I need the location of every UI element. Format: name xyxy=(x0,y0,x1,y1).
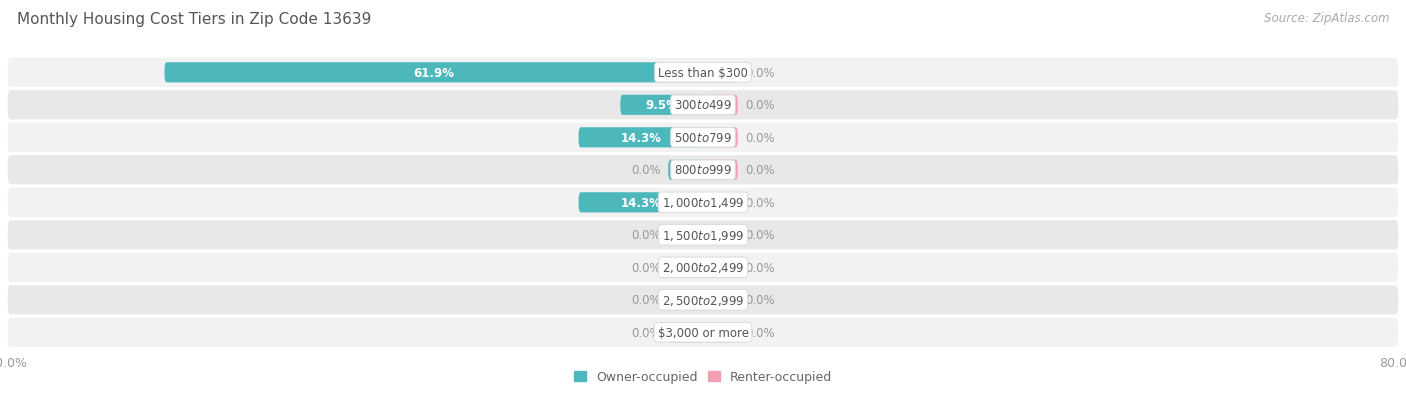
Text: 0.0%: 0.0% xyxy=(631,164,661,177)
FancyBboxPatch shape xyxy=(703,128,738,148)
Text: 0.0%: 0.0% xyxy=(745,294,775,306)
Text: 0.0%: 0.0% xyxy=(745,196,775,209)
Text: 0.0%: 0.0% xyxy=(631,294,661,306)
Text: $1,000 to $1,499: $1,000 to $1,499 xyxy=(662,196,744,210)
Text: 61.9%: 61.9% xyxy=(413,66,454,80)
FancyBboxPatch shape xyxy=(165,63,703,83)
FancyBboxPatch shape xyxy=(703,258,738,278)
Text: $800 to $999: $800 to $999 xyxy=(673,164,733,177)
Text: $3,000 or more: $3,000 or more xyxy=(658,326,748,339)
FancyBboxPatch shape xyxy=(703,323,738,342)
FancyBboxPatch shape xyxy=(668,225,703,245)
Text: 0.0%: 0.0% xyxy=(745,326,775,339)
Text: 80.0%: 80.0% xyxy=(1379,356,1406,369)
FancyBboxPatch shape xyxy=(7,188,1399,218)
Text: 0.0%: 0.0% xyxy=(631,229,661,242)
FancyBboxPatch shape xyxy=(668,290,703,310)
FancyBboxPatch shape xyxy=(7,285,1399,315)
Text: $2,500 to $2,999: $2,500 to $2,999 xyxy=(662,293,744,307)
FancyBboxPatch shape xyxy=(579,193,703,213)
FancyBboxPatch shape xyxy=(668,258,703,278)
Text: 0.0%: 0.0% xyxy=(745,66,775,80)
FancyBboxPatch shape xyxy=(7,58,1399,88)
Text: 0.0%: 0.0% xyxy=(631,326,661,339)
Text: $2,000 to $2,499: $2,000 to $2,499 xyxy=(662,261,744,275)
Text: Less than $300: Less than $300 xyxy=(658,66,748,80)
FancyBboxPatch shape xyxy=(703,95,738,116)
Text: 9.5%: 9.5% xyxy=(645,99,678,112)
Text: $500 to $799: $500 to $799 xyxy=(673,131,733,145)
FancyBboxPatch shape xyxy=(7,317,1399,348)
FancyBboxPatch shape xyxy=(668,160,703,180)
FancyBboxPatch shape xyxy=(668,323,703,342)
Text: 80.0%: 80.0% xyxy=(0,356,27,369)
Text: Monthly Housing Cost Tiers in Zip Code 13639: Monthly Housing Cost Tiers in Zip Code 1… xyxy=(17,12,371,27)
Text: 14.3%: 14.3% xyxy=(620,196,661,209)
FancyBboxPatch shape xyxy=(703,63,738,83)
Legend: Owner-occupied, Renter-occupied: Owner-occupied, Renter-occupied xyxy=(568,365,838,388)
Text: Source: ZipAtlas.com: Source: ZipAtlas.com xyxy=(1264,12,1389,25)
FancyBboxPatch shape xyxy=(703,160,738,180)
FancyBboxPatch shape xyxy=(579,128,703,148)
FancyBboxPatch shape xyxy=(7,220,1399,250)
Text: 0.0%: 0.0% xyxy=(745,99,775,112)
FancyBboxPatch shape xyxy=(7,155,1399,185)
Text: 0.0%: 0.0% xyxy=(745,131,775,145)
Text: 14.3%: 14.3% xyxy=(620,131,661,145)
FancyBboxPatch shape xyxy=(7,123,1399,153)
Text: 0.0%: 0.0% xyxy=(745,229,775,242)
Text: 0.0%: 0.0% xyxy=(745,164,775,177)
FancyBboxPatch shape xyxy=(620,95,703,116)
Text: 0.0%: 0.0% xyxy=(631,261,661,274)
FancyBboxPatch shape xyxy=(703,193,738,213)
FancyBboxPatch shape xyxy=(7,252,1399,283)
FancyBboxPatch shape xyxy=(703,290,738,310)
Text: $300 to $499: $300 to $499 xyxy=(673,99,733,112)
FancyBboxPatch shape xyxy=(703,225,738,245)
Text: 0.0%: 0.0% xyxy=(745,261,775,274)
FancyBboxPatch shape xyxy=(7,90,1399,121)
Text: $1,500 to $1,999: $1,500 to $1,999 xyxy=(662,228,744,242)
